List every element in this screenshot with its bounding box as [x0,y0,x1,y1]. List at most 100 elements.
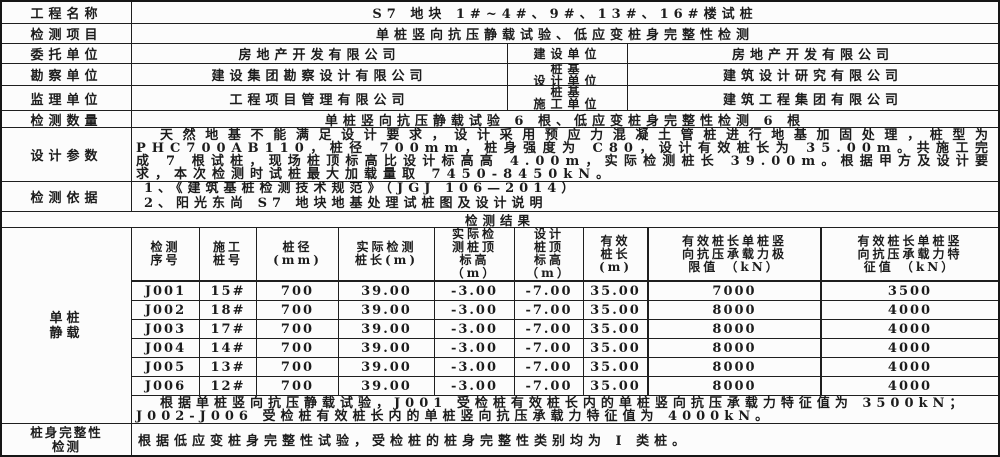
table-row: J001 15# 700 39.00 -3.00 -7.00 35.00 7000 3500 [132,282,998,301]
table-cell: 8000 [649,358,822,376]
table-cell: 18# [200,301,257,319]
table-cell: 13# [200,358,257,376]
table-cell: 3500 [887,283,933,299]
test-basis-line-2: 2、阳光东尚 S7 地块地基处理试桩图及设计说明 [144,195,548,211]
survey-unit-label: 勘察单位 [2,64,132,85]
static-load-results-row: 单桩 静载 检测 序号 施工 桩号 桩径 (mm) 实际检测 桩长(m) 实际检… [2,228,998,424]
table-row: J004 14# 700 39.00 -3.00 -7.00 35.00 8000 4000 [132,339,998,358]
pile-design-unit-label: 桩基 设计单位 [508,64,628,85]
table-cell: 35.00 [584,339,649,357]
column-header-pile-diameter: 桩径 (mm) [257,228,339,280]
test-items-row: 检测项目 单桩竖向抗压静载试验、低应变桩身完整性检测 [2,24,998,44]
table-cell: J006 [132,377,200,395]
table-cell: 4000 [887,378,933,394]
table-cell: -7.00 [515,339,584,357]
table-cell: -7.00 [515,282,584,300]
table-cell: 39.00 [339,358,435,376]
design-parameters-label: 设计参数 [2,128,132,181]
client-unit-row: 委托单位 房地产开发有限公司 建设单位 房地产开发有限公司 [2,44,998,64]
supervision-unit-row: 监理单位 工程项目管理有限公司 桩基 施工单位 建筑工程集团有限公司 [2,86,998,111]
table-cell: 39.00 [339,320,435,338]
table-cell: -3.00 [435,358,515,376]
table-cell: 8000 [649,377,822,395]
table-cell: 35.00 [584,301,649,319]
table-row: J005 13# 700 39.00 -3.00 -7.00 35.00 8000 4000 [132,358,998,377]
test-basis-label: 检测依据 [2,182,132,211]
test-quantity-row: 检测数量 单桩竖向抗压静载试验 6 根、低应变桩身完整性检测 6 根 [2,111,998,128]
pile-design-unit-value: 建筑设计研究有限公司 [722,69,903,84]
table-cell: -7.00 [515,320,584,338]
table-cell: -7.00 [515,301,584,319]
project-name-row: 工程名称 S7 地块 1#~4#、9#、13#、16#楼试桩 [2,2,998,24]
client-unit-value: 房地产开发有限公司 [132,44,508,63]
integrity-test-row: 桩身完整性 检测 根据低应变桩身完整性试验，受检桩的桩身完整性类别均为 I 类桩… [2,424,998,455]
design-parameters-text: 天然地基不能满足设计要求，设计采用预应力混凝土管桩进行地基加固处理，桩型为 PH… [136,128,994,181]
table-row: J002 18# 700 39.00 -3.00 -7.00 35.00 8000 4000 [132,301,998,320]
project-name-label: 工程名称 [2,2,132,23]
project-name-value: S7 地块 1#~4#、9#、13#、16#楼试桩 [372,7,758,22]
table-cell: 4000 [887,359,933,375]
table-cell: 4000 [887,302,933,318]
construction-unit-label: 建设单位 [508,44,628,63]
results-section-title: 检测结果 [464,213,535,227]
column-header-ultimate-capacity: 有效桩长单桩竖 向抗压承载力极 限值 （kN） [649,228,822,280]
table-cell: 8000 [649,339,822,357]
table-cell: -7.00 [515,358,584,376]
column-header-pile-no: 施工 桩号 [200,228,257,280]
column-header-characteristic-capacity: 有效桩长单桩竖 向抗压承载力特 征值 （kN） [857,233,963,274]
table-cell: J001 [132,282,200,300]
table-cell: 15# [200,282,257,300]
static-load-summary: 根据单桩竖向抗压静载试验，J001 受检桩有效桩长内的单桩竖向抗压承载力特征值为… [136,396,968,423]
column-header-actual-top-elevation: 实际检 测桩顶 标高 （m） [435,228,515,280]
construction-unit-value: 房地产开发有限公司 [731,48,894,63]
table-cell: 8000 [649,320,822,338]
table-cell: 700 [257,320,339,338]
table-cell: 39.00 [339,301,435,319]
table-cell: 12# [200,377,257,395]
survey-unit-row: 勘察单位 建设集团勘察设计有限公司 桩基 设计单位 建筑设计研究有限公司 [2,64,998,86]
static-load-table: 检测 序号 施工 桩号 桩径 (mm) 实际检测 桩长(m) 实际检 测桩顶 标… [132,228,998,423]
table-row: J003 17# 700 39.00 -3.00 -7.00 35.00 8000 4000 [132,320,998,339]
table-cell: 700 [257,282,339,300]
table-cell: 17# [200,320,257,338]
integrity-test-label: 桩身完整性 检测 [2,424,132,455]
table-cell: J002 [132,301,200,319]
table-cell: J005 [132,358,200,376]
test-basis-list: 1、《建筑基桩检测技术规范》（JGJ 106—2014） 2、阳光东尚 S7 地… [132,182,998,211]
test-quantity-value: 单桩竖向抗压静载试验 6 根、低应变桩身完整性检测 6 根 [324,113,806,128]
supervision-unit-label: 监理单位 [2,86,132,110]
pile-construction-unit-value: 建筑工程集团有限公司 [722,92,903,108]
table-cell: -3.00 [435,301,515,319]
table-cell: 35.00 [584,377,649,395]
table-cell: 700 [257,377,339,395]
table-cell: 14# [200,339,257,357]
column-header-test-no: 检测 序号 [132,228,200,280]
test-basis-line-1: 1、《建筑基桩检测技术规范》（JGJ 106—2014） [144,182,580,196]
table-cell: 35.00 [584,282,649,300]
table-cell: 4000 [887,321,933,337]
table-cell: J003 [132,320,200,338]
table-cell: 700 [257,301,339,319]
table-cell: 39.00 [339,282,435,300]
table-cell: 700 [257,358,339,376]
table-cell: 35.00 [584,358,649,376]
integrity-test-conclusion: 根据低应变桩身完整性试验，受检桩的桩身完整性类别均为 I 类桩。 [138,434,691,449]
test-quantity-label: 检测数量 [2,111,132,127]
table-cell: J004 [132,339,200,357]
table-cell: -3.00 [435,377,515,395]
results-section-title-row: 检测结果 [2,212,998,228]
table-cell: 700 [257,339,339,357]
pile-construction-unit-label: 桩基 施工单位 [508,86,628,110]
table-cell: -3.00 [435,339,515,357]
column-header-effective-length: 有效 桩长 (m) [584,228,649,280]
table-row: J006 12# 700 39.00 -3.00 -7.00 35.00 8000 4000 [132,377,998,396]
static-load-label: 单桩 静载 [2,228,132,423]
table-cell: 35.00 [584,320,649,338]
client-unit-label: 委托单位 [2,44,132,63]
static-load-table-header: 检测 序号 施工 桩号 桩径 (mm) 实际检测 桩长(m) 实际检 测桩顶 标… [132,228,998,282]
table-cell: 7000 [649,282,822,300]
table-cell: -3.00 [435,320,515,338]
table-cell: 4000 [887,340,933,356]
table-cell: 8000 [649,301,822,319]
